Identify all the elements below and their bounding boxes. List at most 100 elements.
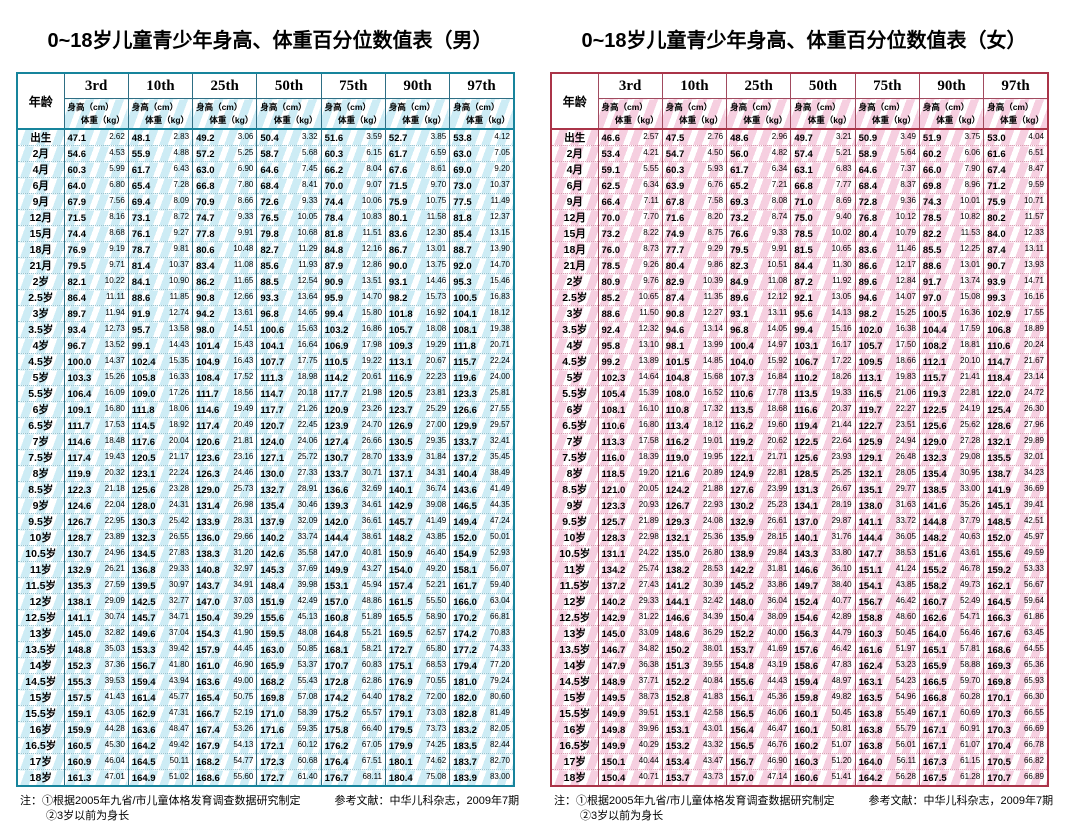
height-weight-pair: 80.9 9.76 — [599, 276, 662, 288]
height-value: 74.4 — [67, 228, 87, 240]
height-weight-pair: 156.7 46.42 — [856, 596, 919, 607]
height-value: 84.0 — [987, 228, 1006, 240]
data-cell: 113.1 20.67 — [384, 353, 450, 370]
height-weight-pair: 150.4 38.09 — [727, 611, 790, 623]
height-value: 90.7 — [987, 260, 1006, 272]
footnote-line-1: 注：①根据2005年九省/市儿童体格发育调查数据研究制定 参考文献：中华儿科杂志… — [554, 794, 1058, 809]
height-weight-pair: 179.1 73.03 — [386, 708, 449, 720]
height-weight-pair: 82.3 10.51 — [727, 260, 790, 271]
height-weight-pair: 126.7 22.95 — [65, 516, 128, 527]
data-cell: 167.1 60.69 — [918, 705, 984, 722]
data-cell: 113.5 19.33 — [790, 385, 856, 402]
weight-value: 60.28 — [960, 691, 981, 701]
data-cell: 125.6 23.93 — [790, 449, 856, 466]
height-value: 72.8 — [858, 196, 878, 208]
weight-value: 10.71 — [1023, 195, 1044, 205]
data-cell: 82.1 10.22 — [63, 273, 129, 290]
height-value: 137.9 — [260, 516, 285, 528]
weight-value: 15.16 — [831, 323, 852, 333]
weight-value: 18.81 — [960, 339, 981, 349]
weight-value: 63.04 — [489, 595, 510, 605]
height-weight-pair: 168.6 55.60 — [193, 772, 256, 783]
height-weight-pair: 92.1 13.05 — [791, 292, 854, 303]
data-cell: 132.7 28.91 — [256, 481, 322, 498]
data-cell: 67.9 7.56 — [63, 193, 129, 210]
weight-value: 50.81 — [831, 723, 852, 733]
height-weight-pair: 72.6 9.33 — [257, 196, 320, 207]
data-cell: 96.8 14.65 — [256, 305, 322, 322]
height-value: 120.5 — [131, 452, 156, 464]
footnote-line-2: ②3岁以前为身长 — [46, 810, 130, 822]
height-weight-pair: 142.2 31.81 — [727, 564, 790, 575]
height-weight-pair: 103.2 16.86 — [322, 324, 385, 335]
height-value: 111.7 — [67, 420, 91, 432]
weight-value: 12.25 — [960, 243, 981, 253]
height-value: 179.1 — [388, 708, 413, 720]
age-cell: 2.5岁 — [17, 289, 65, 306]
weight-value: 22.64 — [831, 435, 852, 445]
age-cell: 2.5岁 — [551, 289, 599, 306]
data-cell: 151.3 39.55 — [661, 657, 727, 674]
data-cell: 104.1 16.64 — [256, 337, 322, 354]
age-cell: 2月 — [551, 145, 599, 162]
weight-value: 5.55 — [643, 163, 659, 173]
height-weight-pair: 80.2 11.57 — [984, 212, 1047, 223]
weight-value: 11.51 — [362, 227, 382, 237]
height-value: 162.1 — [987, 580, 1011, 592]
weight-value: 36.04 — [767, 595, 788, 605]
height-weight-pair: 101.8 16.92 — [386, 308, 449, 319]
age-cell: 6岁 — [17, 401, 65, 418]
height-value: 113.5 — [730, 404, 754, 416]
data-cell: 155.6 45.13 — [256, 609, 322, 626]
height-value: 80.4 — [858, 228, 878, 240]
weight-value: 4.53 — [109, 147, 125, 157]
weight-unit-label: 体重（kg） — [679, 115, 724, 125]
height-value: 69.8 — [922, 180, 942, 192]
data-cell: 183.9 83.00 — [449, 769, 514, 786]
height-weight-pair: 100.0 14.37 — [65, 356, 128, 367]
height-value: 54.7 — [665, 148, 685, 160]
weight-value: 72.00 — [426, 691, 447, 701]
weight-value: 17.32 — [703, 403, 724, 413]
weight-value: 38.09 — [767, 611, 788, 621]
weight-unit-label: 体重（kg） — [1000, 115, 1044, 125]
weight-value: 8.96 — [964, 179, 981, 189]
weight-value: 66.89 — [1023, 771, 1044, 781]
height-value: 93.4 — [67, 324, 87, 336]
height-value: 99.1 — [131, 340, 151, 352]
weight-value: 49.59 — [1023, 547, 1044, 557]
height-weight-pair: 130.7 24.96 — [65, 548, 128, 559]
height-weight-pair: 65.2 7.21 — [727, 180, 790, 191]
height-weight-pair: 172.3 60.68 — [257, 756, 320, 767]
height-value: 119.7 — [858, 404, 882, 416]
height-value: 161.6 — [858, 644, 883, 656]
age-cell: 16.5岁 — [17, 737, 65, 754]
height-weight-pair: 158.8 48.60 — [856, 612, 919, 623]
height-value: 128.6 — [987, 420, 1011, 432]
data-cell: 108.0 16.52 — [661, 385, 727, 402]
height-weight-pair: 124.6 22.04 — [65, 500, 128, 511]
height-weight-pair: 71.2 9.59 — [984, 180, 1047, 191]
weight-value: 46.40 — [426, 547, 447, 557]
height-weight-pair: 172.8 62.86 — [322, 676, 385, 687]
height-weight-pair: 117.7 21.26 — [257, 404, 320, 415]
height-value: 135.0 — [665, 548, 690, 560]
weight-value: 35.45 — [489, 451, 510, 461]
weight-value: 62.57 — [426, 627, 447, 637]
height-weight-pair: 116.9 22.23 — [386, 372, 449, 383]
weight-value: 41.49 — [489, 483, 510, 493]
weight-value: 43.01 — [703, 723, 724, 733]
height-value: 105.8 — [131, 372, 156, 384]
weight-value: 35.26 — [960, 499, 981, 509]
age-cell: 13岁 — [17, 625, 65, 642]
height-value: 98.0 — [196, 324, 215, 336]
height-weight-pair: 126.9 27.00 — [386, 420, 449, 431]
age-cell: 12岁 — [17, 593, 65, 610]
height-weight-pair: 126.7 22.93 — [663, 500, 726, 511]
weight-value: 15.68 — [703, 371, 724, 381]
height-value: 129.3 — [665, 516, 690, 528]
weight-value: 35.58 — [297, 547, 318, 557]
weight-value: 39.41 — [1023, 499, 1044, 509]
data-cell: 122.3 21.18 — [63, 481, 129, 498]
height-value: 80.9 — [601, 276, 621, 288]
